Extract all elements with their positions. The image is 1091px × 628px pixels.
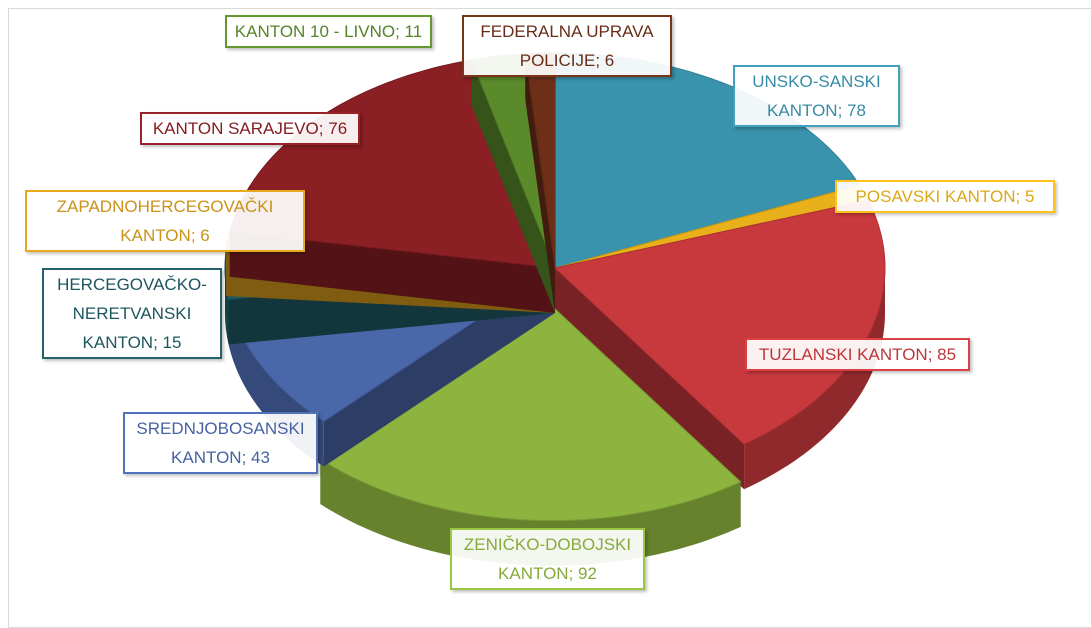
label-value: 43 xyxy=(251,448,270,467)
label-separator: ; xyxy=(153,333,163,352)
label-value: 6 xyxy=(200,226,210,245)
label-separator: ; xyxy=(190,226,201,245)
label-category: POSAVSKI KANTON xyxy=(855,187,1016,206)
label-category: HERCEGOVAČKO-NERETVANSKI KANTON xyxy=(57,275,207,352)
label-value: 76 xyxy=(328,119,348,138)
label-category: KANTON SARAJEVO xyxy=(152,119,319,138)
label-value: 5 xyxy=(1024,187,1035,206)
label-category: ZENIČKO-DOBOJSKI KANTON xyxy=(463,535,632,583)
pie-slice xyxy=(319,305,742,566)
label-separator: ; xyxy=(1015,187,1025,206)
label-separator: ; xyxy=(395,22,405,41)
slice-wall xyxy=(229,231,555,313)
slice-wall xyxy=(525,53,555,313)
label-separator: ; xyxy=(837,101,848,120)
data-label: HERCEGOVAČKO-NERETVANSKI KANTON; 15 xyxy=(42,268,222,359)
slice-wall xyxy=(555,268,745,490)
label-value: 85 xyxy=(937,345,957,364)
label-separator: ; xyxy=(318,119,329,138)
slice-side xyxy=(744,268,885,490)
label-category: TUZLANSKI KANTON xyxy=(758,345,928,364)
label-category: FEDERALNA UPRAVA POLICIJE xyxy=(480,22,654,70)
label-separator: ; xyxy=(595,51,605,70)
data-label: ZAPADNOHERCEGOVAČKI KANTON; 6 xyxy=(25,190,305,252)
data-label: KANTON 10 - LIVNO; 11 xyxy=(225,15,432,48)
label-value: 15 xyxy=(162,333,182,352)
label-value: 11 xyxy=(404,22,423,41)
label-separator: ; xyxy=(241,448,252,467)
label-category: KANTON 10 - LIVNO xyxy=(234,22,396,41)
data-label: TUZLANSKI KANTON; 85 xyxy=(745,338,970,371)
pie-slice xyxy=(553,199,886,490)
data-label: FEDERALNA UPRAVA POLICIJE; 6 xyxy=(462,15,672,77)
data-label: KANTON SARAJEVO; 76 xyxy=(140,112,360,145)
label-value: 92 xyxy=(578,564,597,583)
data-label: POSAVSKI KANTON; 5 xyxy=(835,180,1055,213)
label-separator: ; xyxy=(568,564,579,583)
label-value: 6 xyxy=(604,51,615,70)
label-separator: ; xyxy=(927,345,938,364)
label-category: ZAPADNOHERCEGOVAČKI KANTON xyxy=(56,197,274,245)
label-value: 78 xyxy=(847,101,866,120)
data-label: UNSKO-SANSKI KANTON; 78 xyxy=(733,65,900,127)
slice-top xyxy=(553,199,886,445)
label-category: UNSKO-SANSKI KANTON xyxy=(752,72,881,120)
slice-top xyxy=(319,305,742,522)
slice-wall xyxy=(471,60,555,313)
data-label: SREDNJOBOSANSKI KANTON; 43 xyxy=(123,412,318,474)
label-category: SREDNJOBOSANSKI KANTON xyxy=(136,419,305,467)
data-label: ZENIČKO-DOBOJSKI KANTON; 92 xyxy=(450,528,645,590)
